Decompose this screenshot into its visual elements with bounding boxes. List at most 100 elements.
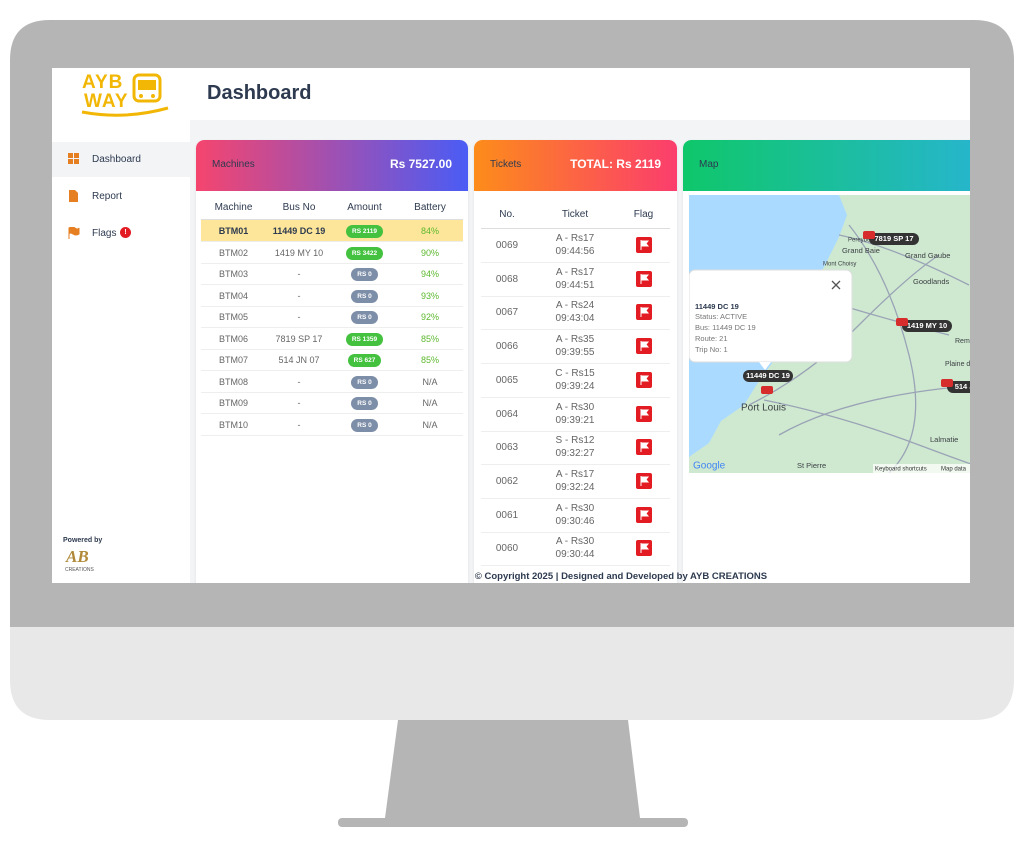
flag-button[interactable] bbox=[636, 304, 652, 321]
keyboard-shortcuts[interactable]: Keyboard shortcuts bbox=[875, 467, 927, 473]
bus-marker[interactable] bbox=[941, 379, 953, 387]
ticket-row[interactable]: 0068 A - Rs17 09:44:51 bbox=[481, 263, 670, 297]
bus-marker[interactable] bbox=[896, 318, 908, 326]
amount-badge: RS 627 bbox=[347, 354, 382, 367]
popup-line: Trip No: 1 bbox=[695, 345, 728, 354]
flag-button[interactable] bbox=[636, 439, 652, 456]
amount-cell: RS 627 bbox=[332, 354, 397, 367]
logo: AYB WAY bbox=[80, 72, 170, 117]
map-header: Map bbox=[683, 140, 970, 191]
flag-button[interactable] bbox=[636, 540, 652, 557]
logo-swoosh bbox=[81, 106, 169, 117]
bus-no: - bbox=[297, 312, 301, 322]
ticket-row[interactable]: 0063 S - Rs12 09:32:27 bbox=[481, 431, 670, 466]
header-divider bbox=[481, 228, 670, 229]
ticket-row[interactable]: 0065 C - Rs15 09:39:24 bbox=[481, 364, 670, 398]
ticket-no: 0069 bbox=[495, 240, 519, 251]
nav-icon bbox=[68, 153, 79, 164]
ticket-row[interactable]: 0069 A - Rs17 09:44:56 bbox=[481, 229, 670, 263]
bus-no: - bbox=[297, 269, 301, 279]
amount-cell: RS 0 bbox=[332, 311, 397, 324]
machine-row[interactable]: BTM01 11449 DC 19 RS 2119 84% bbox=[201, 220, 463, 242]
map-data[interactable]: Map data bbox=[941, 467, 967, 473]
map-place: Rempart bbox=[955, 338, 970, 345]
ticket-row[interactable]: 0066 A - Rs35 09:39:55 bbox=[481, 330, 670, 365]
powered-logo: AB bbox=[66, 547, 89, 566]
flag-button[interactable] bbox=[636, 270, 652, 287]
nav-label: Flags bbox=[92, 228, 117, 239]
flag-button[interactable] bbox=[636, 472, 652, 489]
ticket-text: S - Rs12 bbox=[555, 435, 595, 447]
map-place: Mont Choisy bbox=[823, 262, 856, 268]
machine-row[interactable]: BTM03 - RS 0 94% bbox=[201, 263, 463, 285]
column-header: Flag bbox=[633, 209, 654, 220]
flag-button[interactable] bbox=[636, 506, 652, 523]
machine-row[interactable]: BTM05 - RS 0 92% bbox=[201, 306, 463, 328]
ticket-row[interactable]: 0061 A - Rs30 09:30:46 bbox=[481, 499, 670, 533]
machine-row[interactable]: BTM06 7819 SP 17 RS 1359 85% bbox=[201, 328, 463, 350]
machine-row[interactable]: BTM04 - RS 0 93% bbox=[201, 285, 463, 307]
ticket-no: 0068 bbox=[495, 273, 519, 285]
tickets-title: Tickets bbox=[490, 159, 522, 170]
bus-no: 7819 SP 17 bbox=[275, 333, 323, 344]
flag-button[interactable] bbox=[636, 405, 652, 422]
machine-row[interactable]: BTM07 514 JN 07 RS 627 85% bbox=[201, 349, 463, 371]
amount-cell: RS 0 bbox=[332, 289, 397, 303]
battery: 94% bbox=[420, 269, 439, 279]
ticket-text: A - Rs17 bbox=[555, 468, 595, 480]
bus-no: - bbox=[297, 376, 301, 387]
ticket-no: 0065 bbox=[495, 374, 519, 386]
ticket-time: 09:43:04 bbox=[555, 313, 595, 325]
machine-id: BTM02 bbox=[218, 247, 248, 258]
column-header: Bus No bbox=[282, 202, 316, 213]
ticket-no: 0060 bbox=[495, 543, 519, 555]
ticket-row[interactable]: 0064 A - Rs30 09:39:21 bbox=[481, 398, 670, 432]
nav-badge: ! bbox=[120, 227, 131, 238]
ticket-text: A - Rs17 bbox=[555, 233, 595, 244]
machine-id: BTM06 bbox=[218, 333, 248, 344]
machine-row[interactable]: BTM09 - RS 0 N/A bbox=[201, 392, 463, 414]
ticket-row[interactable]: 0067 A - Rs24 09:43:04 bbox=[481, 296, 670, 331]
nav-item[interactable]: Dashboard bbox=[52, 142, 190, 177]
popup-close[interactable] bbox=[831, 280, 841, 290]
logo-line1: AYB bbox=[82, 72, 124, 93]
bus-label-bg bbox=[743, 370, 793, 382]
bus-no: 1419 MY 10 bbox=[274, 247, 324, 258]
amount-cell: RS 3422 bbox=[332, 246, 397, 260]
nav-item[interactable]: Flags! bbox=[52, 216, 190, 251]
ticket-time: 09:32:24 bbox=[555, 481, 595, 493]
battery: 85% bbox=[420, 333, 439, 344]
monitor-chin bbox=[10, 627, 1014, 720]
nav-item[interactable]: Report bbox=[52, 179, 190, 214]
flag-button[interactable] bbox=[636, 237, 652, 253]
popup-pointer bbox=[759, 362, 771, 370]
ticket-row[interactable]: 0062 A - Rs17 09:32:24 bbox=[481, 465, 670, 499]
machine-row[interactable]: BTM02 1419 MY 10 RS 3422 90% bbox=[201, 242, 463, 264]
machine-id: BTM04 bbox=[218, 290, 248, 301]
map-view[interactable]: Pereybere Grand Baie Grand Gaube Mont Chois… bbox=[689, 195, 970, 473]
bus-marker[interactable] bbox=[863, 231, 875, 239]
ticket-row[interactable]: 0060 A - Rs30 09:30:44 bbox=[481, 532, 670, 567]
flag-button[interactable] bbox=[636, 338, 652, 355]
machine-id: BTM10 bbox=[218, 419, 248, 430]
amount-badge: RS 0 bbox=[351, 311, 378, 324]
ticket-text: A - Rs24 bbox=[555, 300, 595, 312]
map-title: Map bbox=[699, 159, 719, 170]
machine-id: BTM07 bbox=[218, 355, 248, 365]
bus-marker[interactable] bbox=[761, 386, 773, 394]
flag-button[interactable] bbox=[636, 371, 652, 388]
machine-id: BTM03 bbox=[218, 269, 248, 279]
bus-no: - bbox=[297, 419, 301, 430]
map-place: Grand Gaube bbox=[905, 251, 950, 260]
bus-label-bg bbox=[902, 320, 952, 332]
amount-badge: RS 2119 bbox=[346, 225, 383, 238]
amount-badge: RS 0 bbox=[351, 397, 378, 410]
ticket-time: 09:39:55 bbox=[555, 347, 595, 359]
column-header: Amount bbox=[347, 202, 382, 213]
machine-row[interactable]: BTM08 - RS 0 N/A bbox=[201, 371, 463, 393]
ticket-time: 09:30:44 bbox=[555, 549, 595, 561]
bus-label: 514 JN 07 bbox=[955, 382, 970, 391]
ticket-no: 0061 bbox=[495, 509, 519, 521]
popup-title: 11449 DC 19 bbox=[695, 302, 739, 311]
machine-row[interactable]: BTM10 - RS 0 N/A bbox=[201, 414, 463, 436]
